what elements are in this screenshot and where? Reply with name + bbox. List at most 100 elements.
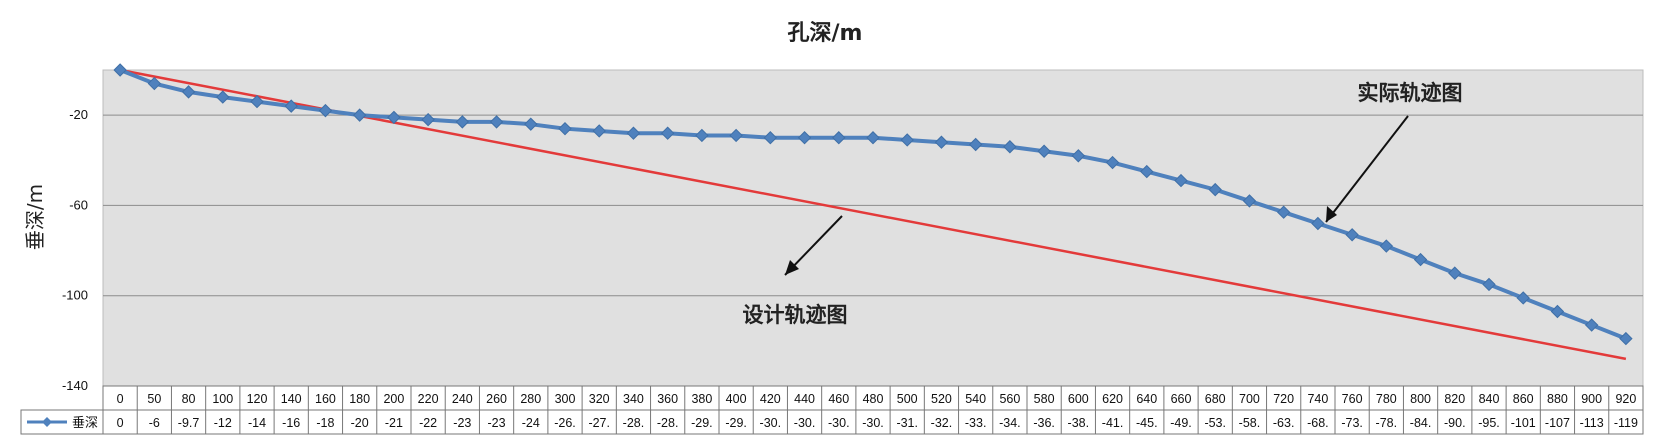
x-tick-label: 840 <box>1479 392 1500 406</box>
design-trajectory-line <box>119 68 1627 361</box>
data-point <box>797 131 812 145</box>
actual-trajectory-markers <box>113 63 1633 346</box>
x-tick-label: 320 <box>589 392 610 406</box>
data-point <box>1619 331 1633 346</box>
data-point <box>1071 149 1086 163</box>
table-value-label: -20 <box>351 416 369 430</box>
x-tick-label: 800 <box>1410 392 1431 406</box>
data-point <box>352 108 367 122</box>
table-value-label: -53. <box>1204 416 1226 430</box>
table-value-label: -36. <box>1033 416 1055 430</box>
x-tick-label: 240 <box>452 392 473 406</box>
y-tick-label: -20 <box>69 107 88 122</box>
x-tick-label: 180 <box>349 392 370 406</box>
table-value-label: -6 <box>149 416 160 430</box>
table-value-label: -41. <box>1102 416 1124 430</box>
y-axis-label: 垂深/m <box>23 184 47 250</box>
data-point <box>592 124 606 138</box>
annotation-design-label: 设计轨迹图 <box>743 303 848 327</box>
data-point <box>1584 318 1599 332</box>
data-point <box>1242 194 1257 208</box>
table-value-label: 0 <box>117 416 124 430</box>
x-tick-label: 120 <box>247 392 268 406</box>
annotation-actual-arrowhead <box>1326 206 1337 222</box>
table-value-label: -12 <box>214 416 232 430</box>
x-tick-label: 340 <box>623 392 644 406</box>
table-value-label: -33. <box>965 416 987 430</box>
table-value-label: -119 <box>1614 416 1638 430</box>
table-value-label: -30. <box>862 416 884 430</box>
x-tick-label: 220 <box>418 392 439 406</box>
table-value-label: -107 <box>1545 416 1570 430</box>
x-tick-label: 100 <box>212 392 233 406</box>
y-axis-label-group: 垂深/m <box>23 184 47 250</box>
table-value-label: -21 <box>385 416 403 430</box>
table-value-label: -45. <box>1136 416 1158 430</box>
x-tick-label: 480 <box>863 392 884 406</box>
table-value-label: -16 <box>282 416 300 430</box>
x-tick-label: 540 <box>965 392 986 406</box>
table-value-label: -23 <box>453 416 471 430</box>
table-value-label: -101 <box>1511 416 1536 430</box>
data-point <box>181 85 196 99</box>
x-tick-label: 400 <box>726 392 747 406</box>
x-tick-label: 680 <box>1205 392 1226 406</box>
table-value-label: -29. <box>725 416 747 430</box>
data-point <box>284 99 298 113</box>
x-label-row <box>102 385 1644 411</box>
data-point <box>1482 277 1496 292</box>
x-tick-label: 720 <box>1273 392 1294 406</box>
annotation-actual-trajectory: 实际轨迹图 <box>1325 81 1463 223</box>
table-value-label: -49. <box>1170 416 1192 430</box>
data-point <box>489 115 504 129</box>
table-value-label: -34. <box>999 416 1021 430</box>
plot-area <box>102 69 1644 387</box>
x-tick-label: 580 <box>1034 392 1055 406</box>
x-tick-label: 640 <box>1136 392 1157 406</box>
table-value-label: -28. <box>623 416 645 430</box>
data-point <box>1037 144 1051 158</box>
table-value-label: -78. <box>1376 416 1398 430</box>
table-value-label: -27. <box>588 416 610 430</box>
x-tick-label: 280 <box>520 392 541 406</box>
x-tick-label: 360 <box>657 392 678 406</box>
data-point <box>660 126 675 140</box>
data-point <box>113 63 127 77</box>
data-point <box>832 131 846 145</box>
data-point <box>1003 140 1017 154</box>
data-point <box>1208 182 1222 197</box>
data-point <box>1105 155 1120 170</box>
x-tick-label: 50 <box>147 392 161 406</box>
data-point <box>1379 239 1394 253</box>
table-value-label: -30. <box>760 416 782 430</box>
data-point <box>1276 205 1291 219</box>
table-value-label: -68. <box>1307 416 1329 430</box>
table-value-label: -113 <box>1580 416 1604 430</box>
legend-marker <box>42 417 52 427</box>
annotation-design-arrowhead <box>785 260 799 275</box>
table-value-label: -14 <box>248 416 266 430</box>
data-point <box>695 128 709 143</box>
data-point <box>1311 216 1325 231</box>
x-tick-label: 260 <box>486 392 507 406</box>
data-point <box>1174 173 1188 188</box>
x-tick-label: 860 <box>1513 392 1534 406</box>
data-point <box>147 76 162 91</box>
annotation-actual-arrow-shaft <box>1325 115 1409 223</box>
data-point <box>866 131 880 145</box>
data-point <box>250 94 264 109</box>
table-value-label: -90. <box>1444 416 1466 430</box>
x-tick-label: 900 <box>1581 392 1602 406</box>
table-value-label: -32. <box>931 416 953 430</box>
table-value-label: -58. <box>1239 416 1261 430</box>
x-tick-label: 440 <box>794 392 815 406</box>
x-tick-label: 300 <box>555 392 576 406</box>
chart-title: 孔深/m <box>788 21 863 46</box>
annotation-design-trajectory: 设计轨迹图 <box>743 215 848 327</box>
x-tick-label: 200 <box>383 392 404 406</box>
x-tick-label: 920 <box>1615 392 1636 406</box>
x-tick-label: 420 <box>760 392 781 406</box>
x-tick-label: 740 <box>1307 392 1328 406</box>
